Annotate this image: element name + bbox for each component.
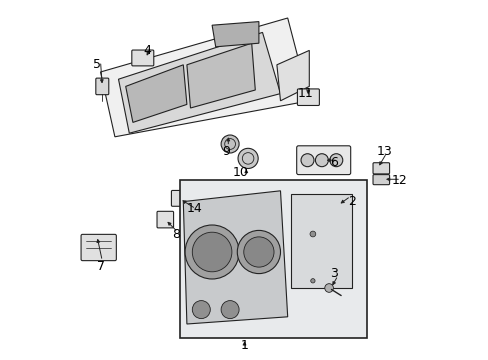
FancyBboxPatch shape — [132, 50, 153, 66]
Text: 6: 6 — [330, 156, 338, 168]
Circle shape — [221, 135, 239, 153]
Text: 4: 4 — [143, 44, 151, 57]
Circle shape — [310, 279, 314, 283]
Circle shape — [329, 154, 342, 167]
Text: 7: 7 — [96, 260, 104, 273]
Circle shape — [238, 148, 258, 168]
Text: 8: 8 — [172, 228, 180, 240]
Text: 11: 11 — [297, 87, 313, 100]
FancyBboxPatch shape — [81, 234, 116, 261]
Text: 12: 12 — [390, 174, 407, 186]
Circle shape — [237, 230, 280, 274]
Text: 9: 9 — [222, 145, 230, 158]
FancyBboxPatch shape — [297, 89, 319, 105]
FancyBboxPatch shape — [171, 190, 187, 206]
Circle shape — [309, 231, 315, 237]
Text: 13: 13 — [376, 145, 392, 158]
Text: 1: 1 — [240, 339, 248, 352]
Polygon shape — [186, 43, 255, 108]
Text: 14: 14 — [186, 202, 202, 215]
Polygon shape — [276, 50, 309, 101]
Text: 10: 10 — [232, 166, 248, 179]
Polygon shape — [212, 22, 258, 47]
Polygon shape — [291, 194, 352, 288]
FancyBboxPatch shape — [157, 211, 173, 228]
Text: 5: 5 — [93, 58, 101, 71]
Polygon shape — [125, 65, 186, 122]
Circle shape — [192, 301, 210, 319]
FancyBboxPatch shape — [372, 175, 389, 185]
FancyBboxPatch shape — [372, 163, 389, 174]
Circle shape — [324, 284, 333, 292]
Circle shape — [301, 154, 313, 167]
FancyBboxPatch shape — [96, 78, 108, 95]
Polygon shape — [101, 18, 309, 137]
Circle shape — [315, 154, 328, 167]
Circle shape — [244, 237, 273, 267]
Text: 3: 3 — [330, 267, 338, 280]
Polygon shape — [183, 191, 287, 324]
Polygon shape — [118, 32, 280, 133]
Text: 2: 2 — [348, 195, 356, 208]
Circle shape — [221, 301, 239, 319]
Circle shape — [185, 225, 239, 279]
FancyBboxPatch shape — [179, 180, 366, 338]
Circle shape — [192, 232, 231, 272]
FancyBboxPatch shape — [296, 146, 350, 175]
